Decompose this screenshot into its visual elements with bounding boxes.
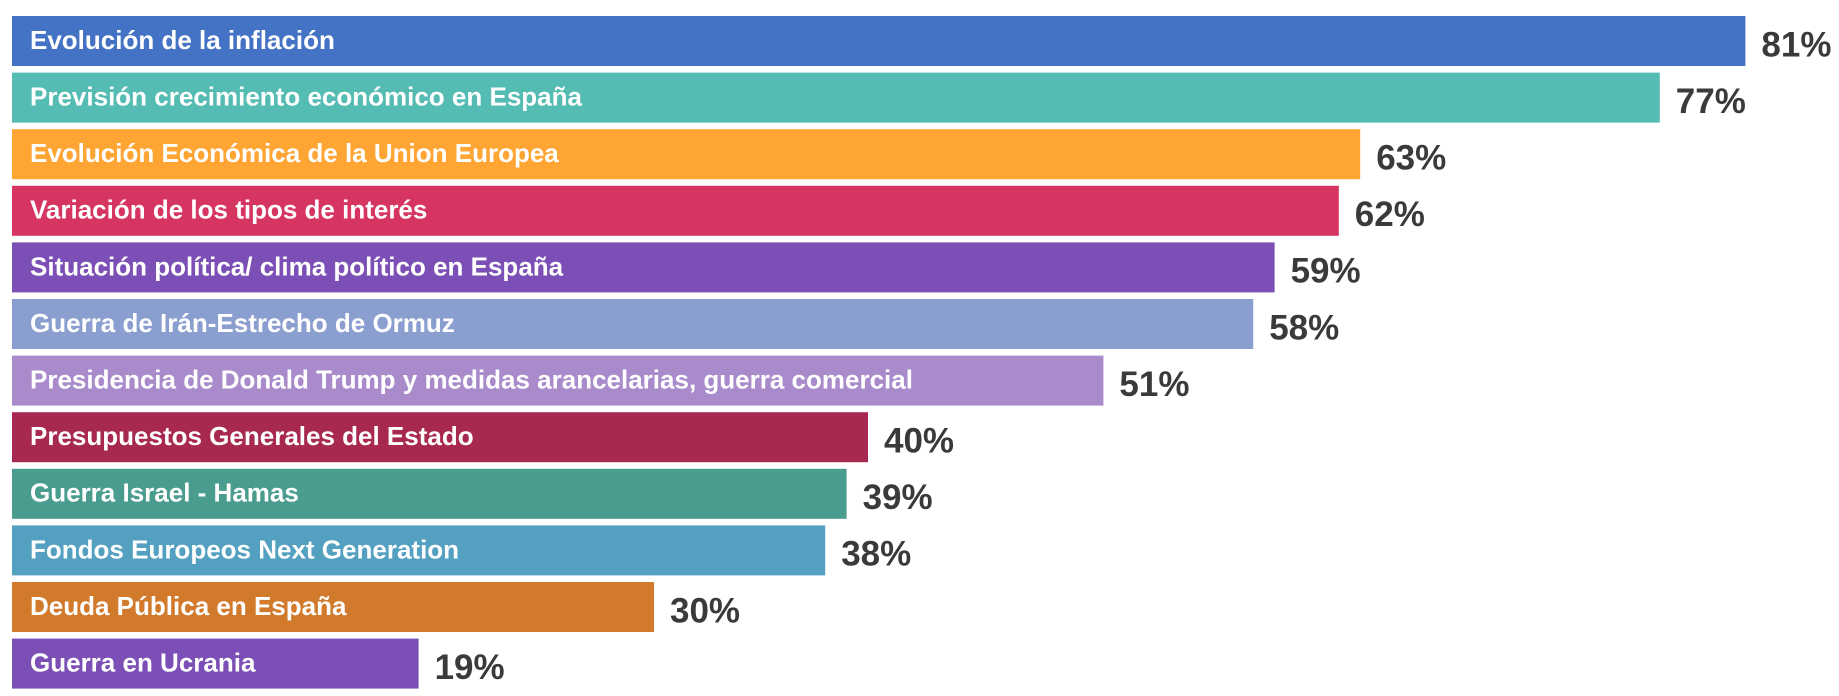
bar [12,129,1361,180]
value-label: 39% [863,478,933,517]
bar-label: Previsión crecimiento económico en Españ… [30,81,583,111]
value-label: 19% [435,648,505,687]
value-label: 62% [1355,195,1425,234]
bar [12,525,826,576]
bar-label: Guerra Israel - Hamas [30,478,299,508]
value-label: 40% [884,421,954,460]
bar [12,16,1746,66]
bar-label: Guerra en Ucrania [30,647,256,677]
value-label: 81% [1761,25,1831,64]
value-label: 77% [1676,82,1746,121]
bar-label: Guerra de Irán-Estrecho de Ormuz [30,308,455,338]
bar-label: Presidencia de Donald Trump y medidas ar… [30,364,913,394]
bar [12,72,1660,123]
bar [12,582,654,632]
bar [12,355,1104,406]
bar-label: Evolución de la inflación [30,25,335,55]
bar-label: Situación política/ clima político en Es… [30,251,564,281]
value-label: 58% [1269,308,1339,347]
value-label: 59% [1291,252,1361,291]
bar-label: Fondos Europeos Next Generation [30,534,459,564]
bar [12,299,1254,349]
bar-label: Deuda Pública en España [30,591,347,621]
bar [12,412,868,463]
bar [12,638,419,689]
bar-label: Evolución Económica de la Union Europea [30,138,559,168]
bar [12,242,1275,293]
value-label: 63% [1376,138,1446,177]
value-label: 51% [1119,365,1189,404]
bar-label: Presupuestos Generales del Estado [30,421,474,451]
bar [12,185,1339,236]
value-label: 30% [670,591,740,630]
bar-label: Variación de los tipos de interés [30,195,427,225]
value-label: 38% [841,535,911,574]
bar [12,468,847,519]
